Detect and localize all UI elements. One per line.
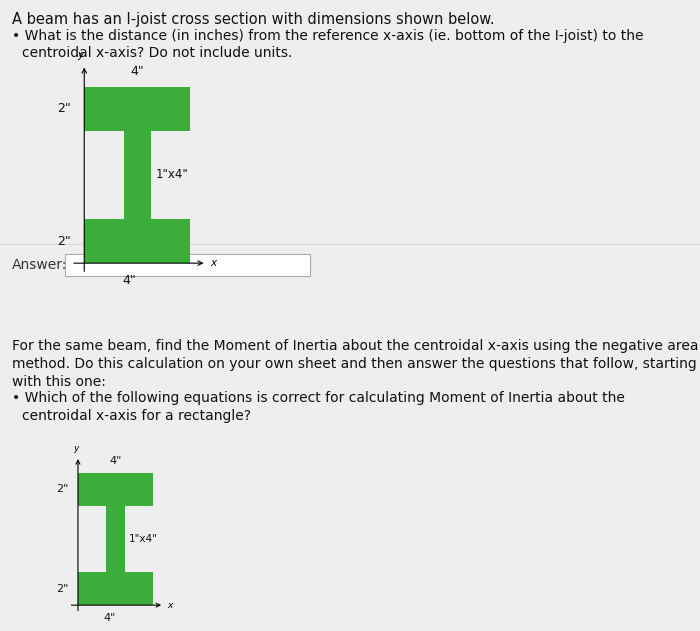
Text: Answer:: Answer:	[12, 258, 67, 272]
Text: • Which of the following equations is correct for calculating Moment of Inertia : • Which of the following equations is co…	[12, 391, 625, 406]
Bar	[78, 473, 153, 506]
Text: x: x	[167, 601, 172, 610]
Text: 2": 2"	[57, 235, 71, 247]
FancyBboxPatch shape	[65, 254, 310, 276]
Text: 1"x4": 1"x4"	[156, 168, 189, 182]
Bar	[124, 131, 150, 219]
Text: x: x	[211, 258, 216, 268]
Bar	[78, 572, 153, 605]
Text: method. Do this calculation on your own sheet and then answer the questions that: method. Do this calculation on your own …	[12, 357, 696, 370]
Text: 4": 4"	[104, 613, 116, 623]
Text: 2": 2"	[56, 584, 69, 594]
Text: with this one:: with this one:	[12, 375, 106, 389]
Bar	[84, 219, 190, 263]
Text: 4": 4"	[109, 456, 122, 466]
Bar	[106, 506, 125, 572]
Text: centroidal x-axis? Do not include units.: centroidal x-axis? Do not include units.	[22, 46, 293, 60]
Text: 2": 2"	[57, 102, 71, 115]
Text: • What is the distance (in inches) from the reference x-axis (ie. bottom of the : • What is the distance (in inches) from …	[12, 29, 643, 43]
Text: For the same beam, find the Moment of Inertia about the centroidal x-axis using : For the same beam, find the Moment of In…	[12, 339, 699, 353]
Text: centroidal x-axis for a rectangle?: centroidal x-axis for a rectangle?	[22, 410, 251, 423]
Text: A beam has an I-joist cross section with dimensions shown below.: A beam has an I-joist cross section with…	[12, 12, 495, 27]
Text: 1"x4": 1"x4"	[129, 534, 158, 544]
Text: 2": 2"	[56, 485, 69, 494]
Bar	[84, 86, 190, 131]
Text: y: y	[77, 50, 83, 60]
Text: 4": 4"	[130, 65, 144, 78]
Text: y: y	[74, 444, 79, 453]
Text: 4": 4"	[122, 274, 136, 287]
